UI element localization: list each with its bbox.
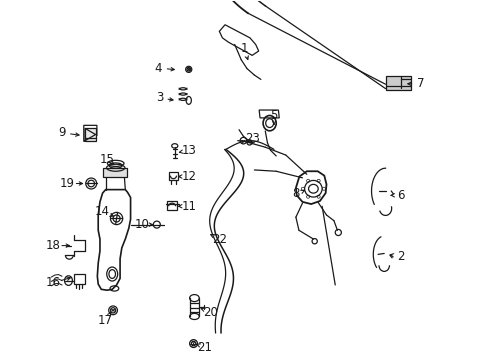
Text: 16: 16 <box>45 276 61 289</box>
Polygon shape <box>295 171 326 204</box>
Polygon shape <box>85 129 95 141</box>
Text: 17: 17 <box>98 314 113 327</box>
Text: 6: 6 <box>396 189 404 202</box>
Text: 11: 11 <box>181 200 196 213</box>
Text: 19: 19 <box>60 177 75 190</box>
Text: 14: 14 <box>95 205 110 218</box>
Text: 21: 21 <box>197 341 212 354</box>
Text: 1: 1 <box>240 42 247 55</box>
Bar <box>385 76 410 90</box>
Text: 2: 2 <box>396 250 404 263</box>
Text: 20: 20 <box>203 306 218 319</box>
Text: 7: 7 <box>416 77 424 90</box>
Bar <box>169 172 178 180</box>
Text: 18: 18 <box>46 239 61 252</box>
Polygon shape <box>97 190 130 290</box>
Text: 12: 12 <box>181 170 196 183</box>
Text: 3: 3 <box>156 91 163 104</box>
Text: 8: 8 <box>292 188 299 201</box>
Text: 15: 15 <box>100 153 114 166</box>
Text: 13: 13 <box>181 144 196 157</box>
Text: 4: 4 <box>155 62 162 75</box>
Text: 23: 23 <box>245 132 260 145</box>
Bar <box>102 168 126 176</box>
Text: 9: 9 <box>58 126 65 139</box>
Bar <box>166 201 177 210</box>
Text: 5: 5 <box>270 109 277 122</box>
Text: 10: 10 <box>134 218 149 231</box>
Polygon shape <box>219 25 258 55</box>
Text: 22: 22 <box>211 233 226 246</box>
